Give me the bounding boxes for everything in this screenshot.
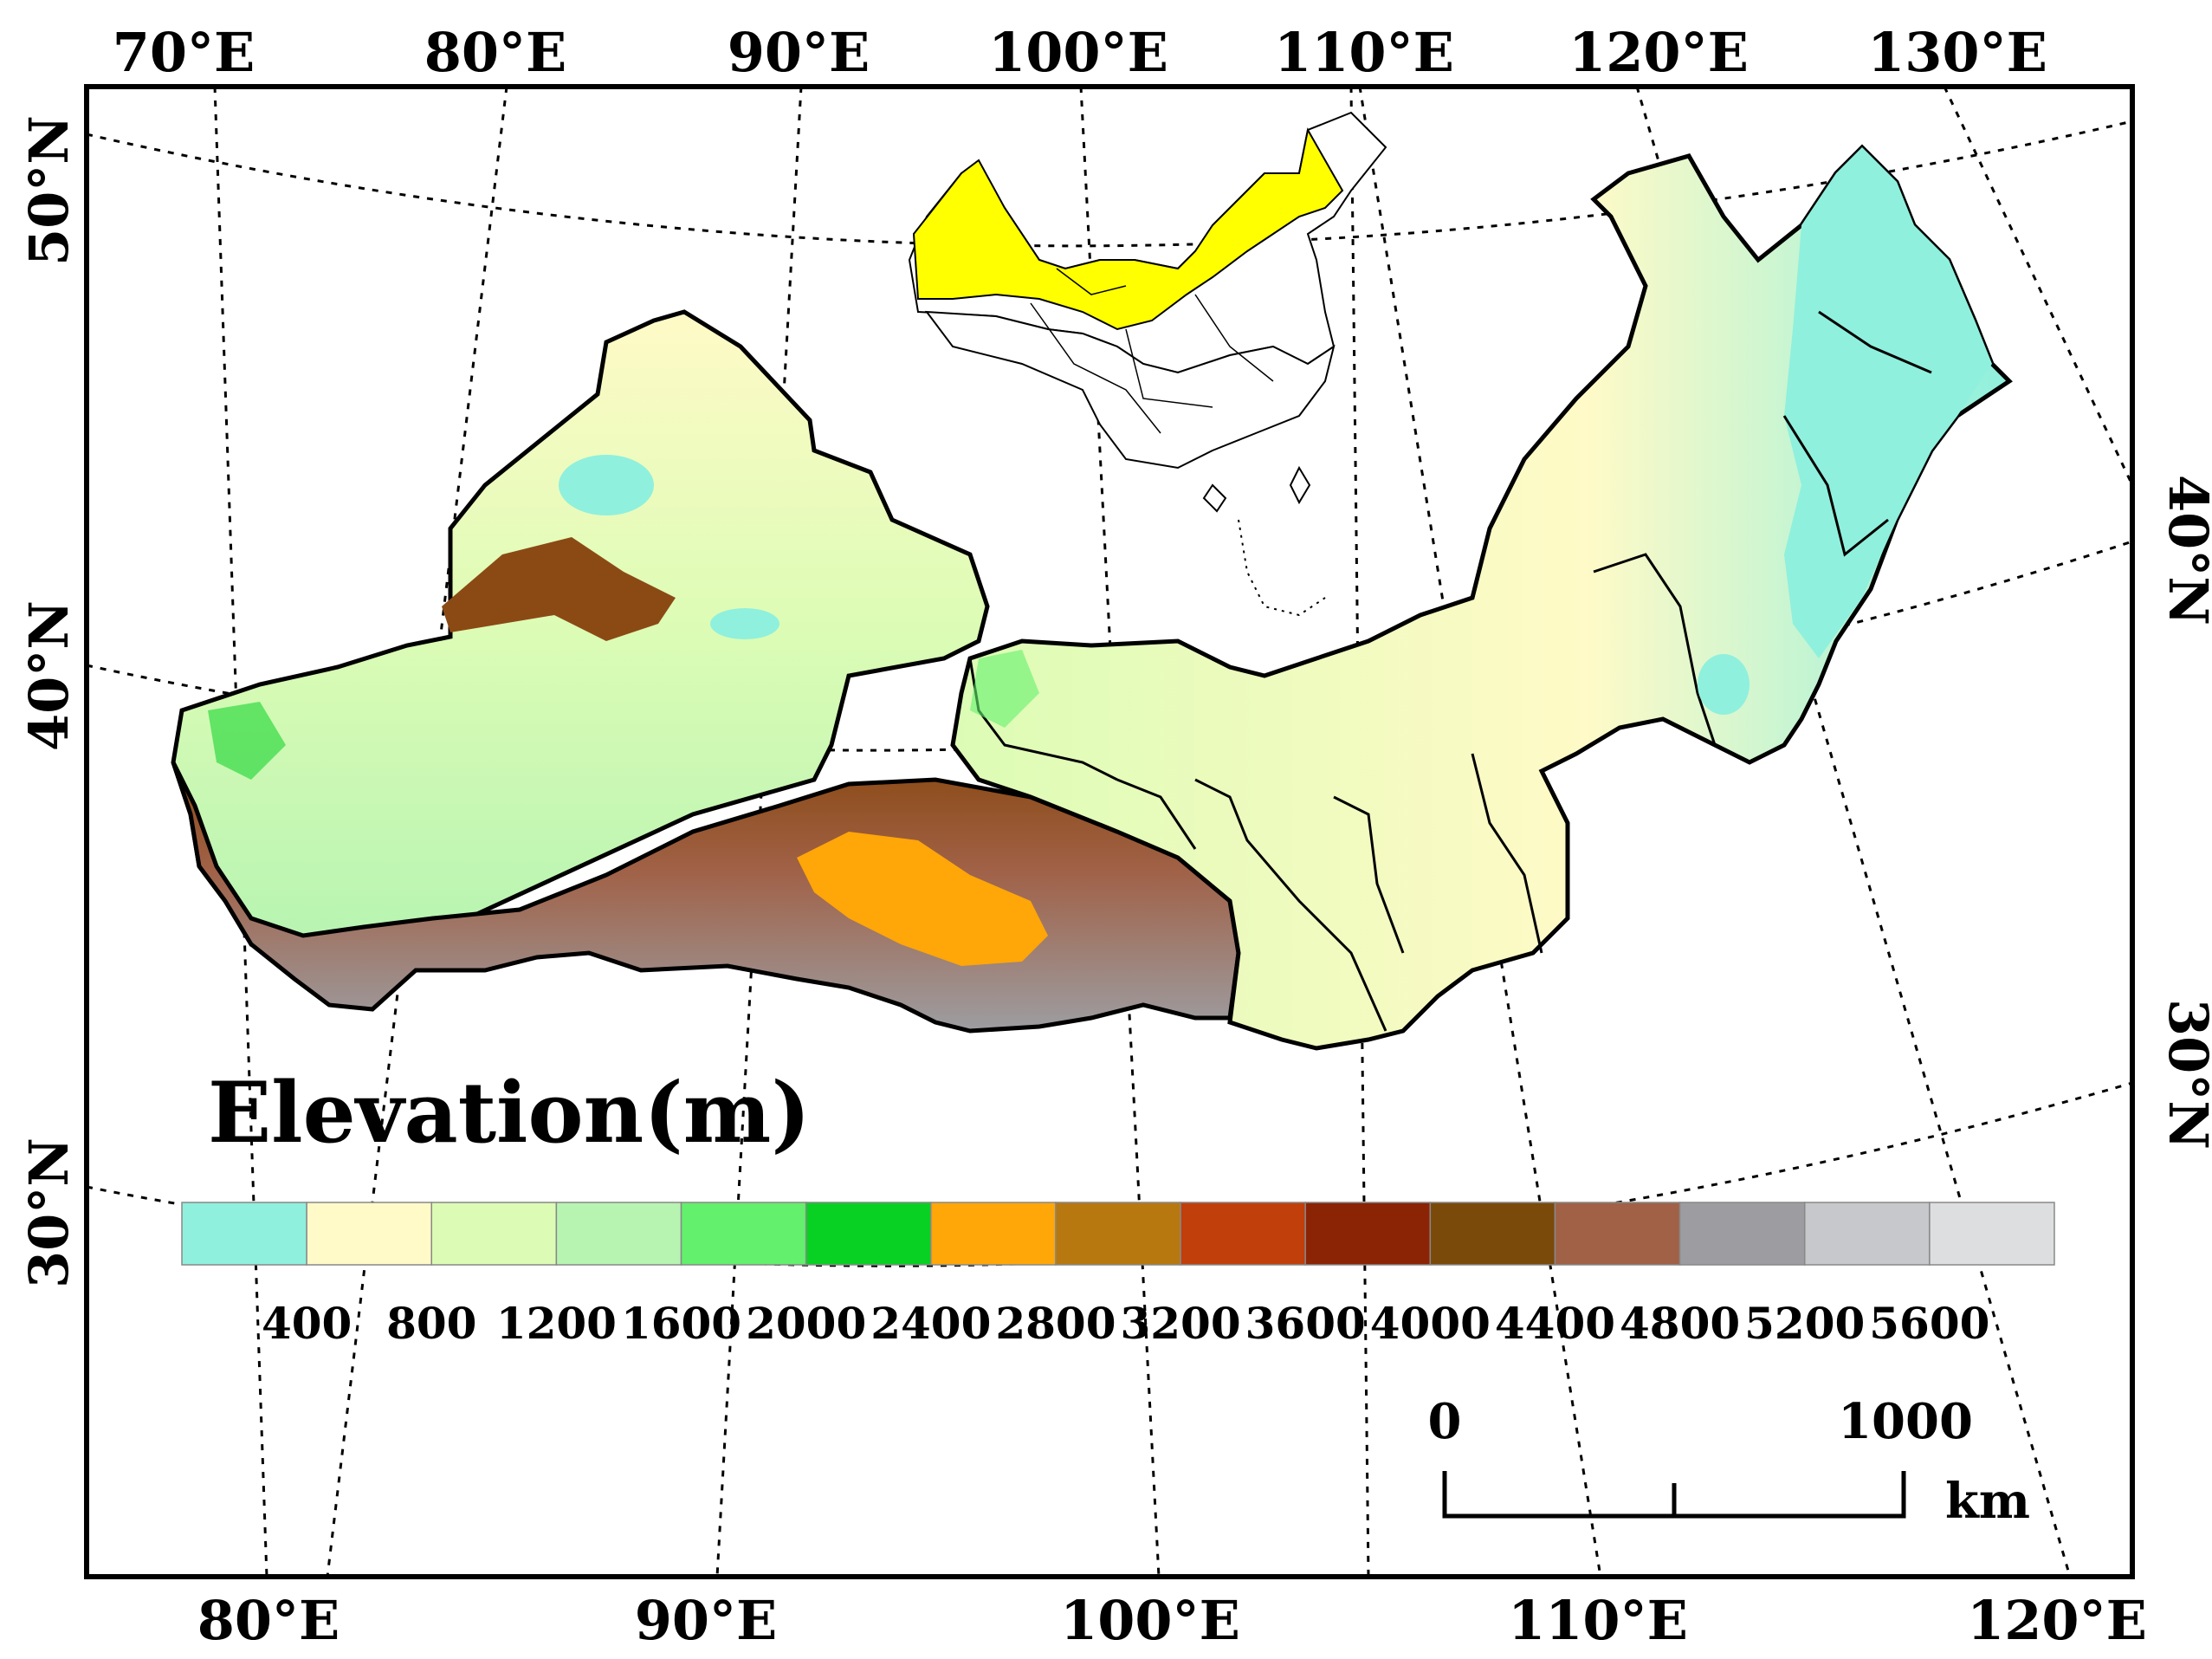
inset-south-sea-islands [1238,519,1326,617]
legend-swatch [430,1202,558,1266]
legend-tick-label: 400 [262,1298,352,1349]
legend-swatch [1429,1202,1556,1266]
left-lat-label: 30°N [17,1137,81,1288]
meridian-line [1943,86,2134,486]
meridian-line [1635,86,2072,1578]
legend-tick-label: 1200 [496,1298,617,1349]
legend-tick-label: 2400 [870,1298,991,1349]
map-frame [84,84,2135,1579]
scale-bar: 0 1000 km [1428,1393,2031,1530]
top-lon-label: 80°E [424,21,567,84]
scale-end-label: 1000 [1838,1393,1973,1450]
legend-swatch [1678,1202,1806,1266]
legend-tick-label: 2800 [995,1298,1116,1349]
right-latitude-labels: 40°N 30°N [2157,475,2212,1150]
left-lat-label: 40°N [17,600,81,751]
legend-tick-label: 1600 [621,1298,741,1349]
elevation-legend: Elevation(m) 400 800 1200 1600 2000 2400 2800 3… [181,1064,2055,1349]
region-northeast-lowland [1784,147,1992,658]
legend-swatch [555,1202,682,1266]
inset-china-map [908,111,1387,617]
lake-dzungaria [559,455,654,515]
legend-tick-label: 3200 [1120,1298,1240,1349]
bottom-lon-label: 80°E [197,1589,340,1652]
legend-tick-label: 800 [386,1298,476,1349]
top-lon-label: 90°E [728,21,870,84]
legend-swatch [680,1202,807,1266]
top-lon-label: 110°E [1274,21,1454,84]
legend-swatch [805,1202,932,1266]
inset-highlighted-region [912,127,1344,331]
legend-swatch [1929,1202,2055,1266]
study-region [171,144,2013,1051]
top-lon-label: 130°E [1867,21,2047,84]
region-tarim-edge [208,702,286,780]
bottom-lon-label: 90°E [635,1589,778,1652]
right-lat-label: 30°N [2157,999,2212,1150]
top-longitude-labels: 70°E 80°E 90°E 100°E 110°E 120°E 130°E [113,21,2047,84]
legend-swatch [1304,1202,1432,1266]
left-latitude-labels: 50°N 40°N 30°N [17,115,81,1288]
bottom-lon-label: 110°E [1508,1589,1688,1652]
top-lon-label: 70°E [113,21,255,84]
legend-swatch [930,1202,1057,1266]
legend-tick-label: 3600 [1245,1298,1366,1349]
legend-swatch [1554,1202,1681,1266]
legend-color-bar [181,1202,2055,1266]
meridian-line [1358,86,1602,1578]
scale-start-label: 0 [1428,1393,1462,1450]
inset-taiwan-hainan [1202,465,1311,513]
legend-tick-label: 4400 [1495,1298,1615,1349]
legend-tick-label: 5600 [1869,1298,1989,1349]
legend-swatch [306,1202,433,1266]
legend-title: Elevation(m) [208,1064,811,1162]
legend-tick-label: 4800 [1620,1298,1740,1349]
left-lat-label: 50°N [17,115,81,266]
legend-swatch [1180,1202,1306,1266]
legend-tick-label: 2000 [746,1298,866,1349]
legend-swatch [1803,1202,1931,1266]
top-lon-label: 100°E [988,21,1168,84]
top-lon-label: 120°E [1568,21,1749,84]
legend-tick-label: 4000 [1370,1298,1491,1349]
region-qilian-edge [970,650,1039,728]
inset-internal-border [1030,268,1274,434]
lake-ne [1698,654,1750,715]
region-qaidam [797,832,1048,966]
legend-swatch [181,1202,307,1266]
scale-unit-label: km [1945,1473,2030,1530]
region-tianshan [442,537,676,641]
right-lat-label: 40°N [2157,475,2212,625]
bottom-lon-label: 100°E [1060,1589,1240,1652]
legend-tick-labels: 400 800 1200 1600 2000 2400 2800 3200 3600 4000 44… [262,1298,1990,1349]
lake-turpan [710,608,779,639]
legend-swatch [1055,1202,1181,1266]
scale-bar-line [1442,1471,1906,1519]
legend-tick-label: 5200 [1744,1298,1865,1349]
bottom-longitude-labels: 80°E 90°E 100°E 110°E 120°E [197,1589,2147,1652]
inset-china-south [924,310,1336,470]
bottom-lon-label: 120°E [1967,1589,2147,1652]
